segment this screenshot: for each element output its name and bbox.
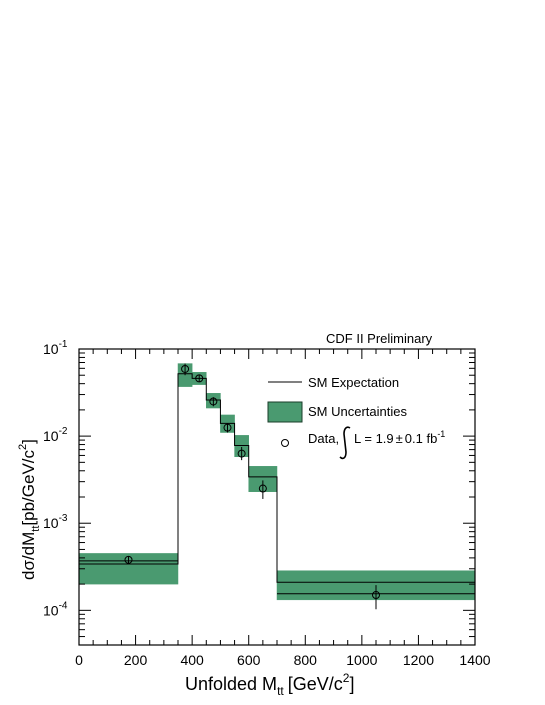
integral-sign <box>339 426 351 460</box>
legend-band-swatch <box>267 401 303 423</box>
x-tick-label: 1400 <box>459 652 490 668</box>
y-axis-title-unit: [pb/GeV/c <box>19 449 38 525</box>
data-points <box>124 363 380 610</box>
legend-sm-expectation: SM Expectation <box>308 375 399 390</box>
y-axis-ticks: 10-410-310-210-1 <box>43 339 475 646</box>
data-point-5 <box>237 449 246 458</box>
y-axis-title-main: dσ/dM <box>19 532 38 580</box>
y-tick-label-base: 10 <box>43 515 59 531</box>
legend-data-prefix: Data, <box>308 431 339 446</box>
x-tick-label: 200 <box>124 652 148 668</box>
x-axis-title-main: Unfolded M <box>185 674 277 694</box>
y-tick-label-base: 10 <box>43 341 59 357</box>
legend-unc: 0.1 fb <box>405 431 438 446</box>
x-axis-title-unit: [GeV/c <box>288 674 343 694</box>
y-tick-label-exp: -2 <box>59 426 68 437</box>
legend-lumi-value: L = 1.9 <box>354 431 394 446</box>
y-tick-label-exp: -4 <box>59 600 68 611</box>
x-tick-label: 400 <box>180 652 204 668</box>
y-tick-label-exp: -1 <box>59 339 68 350</box>
x-axis-title-close: ] <box>349 674 354 694</box>
y-tick-label: 10-1 <box>43 339 68 357</box>
data-point-1 <box>181 364 190 373</box>
y-tick-label: 10-3 <box>43 513 68 531</box>
x-axis-title-sub: tt <box>277 684 284 698</box>
x-tick-label: 600 <box>237 652 261 668</box>
legend-data-lumi: L = 1.9 ±0.1 fb-1 <box>354 429 445 446</box>
data-point-3 <box>209 397 218 406</box>
data-point-4 <box>223 423 232 432</box>
legend-data-marker <box>281 439 289 447</box>
y-axis-title-close: ] <box>19 439 38 444</box>
y-tick-label: 10-2 <box>43 426 68 444</box>
y-tick-label: 10-4 <box>43 600 68 618</box>
y-tick-label-exp: -3 <box>59 513 68 524</box>
y-axis-title-sub: tt <box>30 526 42 532</box>
data-point-0 <box>124 555 133 564</box>
x-axis-title: Unfolded Mtt [GeV/c2] <box>185 671 354 698</box>
y-tick-label-base: 10 <box>43 428 59 444</box>
y-axis-title: dσ/dMtt[pb/GeV/c2] <box>17 439 42 580</box>
data-point-7 <box>372 590 380 599</box>
x-axis-title-sup: 2 <box>343 671 350 685</box>
legend-pm: ± <box>396 431 403 446</box>
data-point-2 <box>195 374 204 383</box>
x-tick-label: 0 <box>75 652 83 668</box>
x-tick-label: 1200 <box>403 652 434 668</box>
y-axis-title-sup: 2 <box>17 444 29 450</box>
data-point-6 <box>258 484 267 493</box>
x-tick-label: 1000 <box>346 652 377 668</box>
chart-header: CDF II Preliminary <box>326 331 433 346</box>
legend-sm-uncertainties: SM Uncertainties <box>308 404 407 419</box>
legend-unc-sup: -1 <box>437 429 445 439</box>
legend: SM Expectation SM Uncertainties Data, L … <box>267 375 445 460</box>
y-tick-label-base: 10 <box>43 602 59 618</box>
x-tick-label: 800 <box>294 652 318 668</box>
x-axis-ticks: 0 200 400 600 800 1000 1200 1400 <box>75 349 491 668</box>
